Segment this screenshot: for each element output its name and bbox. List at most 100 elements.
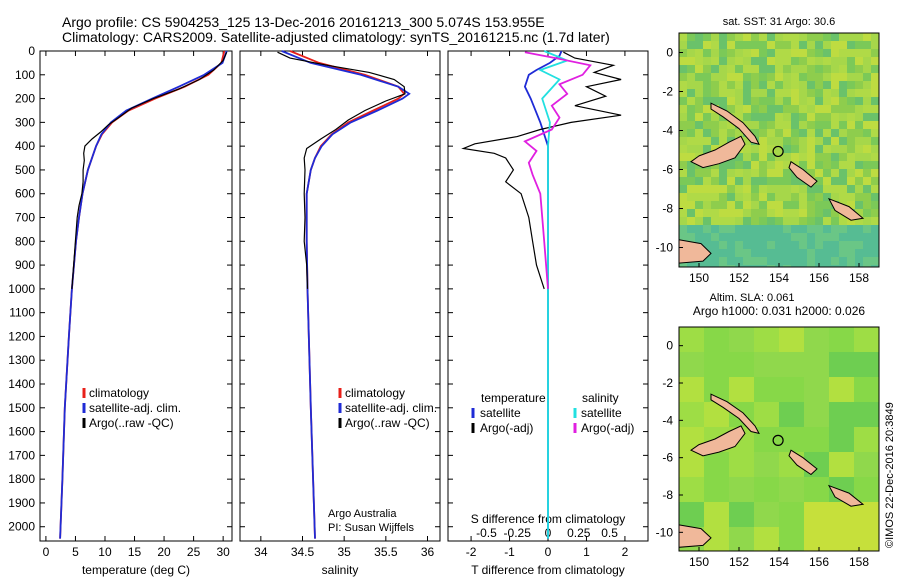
header-line-1: Argo profile: CS 5904253_125 13-Dec-2016… — [62, 14, 545, 30]
sst_map-cell — [767, 137, 775, 145]
sst_map-cell — [807, 121, 815, 129]
sst_map-cell — [679, 225, 687, 233]
sst_map-cell — [839, 233, 847, 241]
sla_map-cell — [729, 452, 754, 477]
sst_map-cell — [767, 129, 775, 137]
sst_map-cell — [759, 73, 767, 81]
sst_map-cell — [815, 153, 823, 161]
difference-xlabel: T difference from climatology — [471, 563, 625, 577]
sst_map-cell — [839, 73, 847, 81]
sst_map-cell — [743, 241, 751, 249]
sst_map-cell — [823, 265, 831, 267]
sst_map-cell — [791, 201, 799, 209]
sla_map-cell — [754, 327, 779, 352]
sst_map-cell — [735, 97, 743, 105]
sst_map-cell — [871, 161, 879, 169]
sst_map-cell — [775, 121, 783, 129]
sst_map-cell — [807, 265, 815, 267]
sst_map-cell — [775, 57, 783, 65]
sst_map-cell — [847, 217, 855, 225]
temperature-xtick-label: 15 — [128, 545, 142, 559]
sst_map-cell — [735, 201, 743, 209]
sst_map-cell — [815, 97, 823, 105]
sst_map-cell — [687, 225, 695, 233]
sst_map-cell — [735, 89, 743, 97]
sst_map-cell — [799, 217, 807, 225]
sst_map-cell — [703, 177, 711, 185]
sst_map-cell — [783, 97, 791, 105]
sst_map-cell — [831, 257, 839, 265]
sst_map-cell — [799, 81, 807, 89]
sst_map-cell — [703, 225, 711, 233]
difference-xtick-label: 2 — [622, 545, 629, 559]
sst_map-cell — [807, 249, 815, 257]
sst_map-cell — [831, 241, 839, 249]
sst_map-cell — [815, 49, 823, 57]
sst_map-cell — [807, 33, 815, 41]
sst_map-cell — [711, 209, 719, 217]
sst_map-cell — [831, 193, 839, 201]
sst_map-cell — [863, 177, 871, 185]
sst_map-cell — [703, 57, 711, 65]
sst_map-cell — [719, 241, 727, 249]
sst_map-cell — [783, 81, 791, 89]
sst_map-cell — [695, 129, 703, 137]
sla_map-cell — [829, 377, 854, 402]
sst_map-cell — [767, 57, 775, 65]
sst_map-cell — [807, 65, 815, 73]
salinity-xtick-label: 35 — [337, 545, 351, 559]
sst_map-cell — [807, 81, 815, 89]
sst_map-cell — [679, 209, 687, 217]
temperature-xtick-label: 20 — [157, 545, 171, 559]
sst_map-cell — [735, 177, 743, 185]
sst_map-cell — [799, 161, 807, 169]
sst_map-cell — [751, 145, 759, 153]
sst_map-cell — [751, 201, 759, 209]
sst_map-cell — [839, 145, 847, 153]
sst_map-cell — [743, 201, 751, 209]
sst_map-cell — [759, 233, 767, 241]
sst_map-cell — [687, 161, 695, 169]
sst_map-cell — [735, 129, 743, 137]
sst_map-cell — [839, 217, 847, 225]
sst_map-cell — [719, 97, 727, 105]
sst_map-cell — [727, 193, 735, 201]
sst_map-cell — [839, 41, 847, 49]
sst_map-cell — [687, 57, 695, 65]
sla_map-cell — [679, 477, 704, 502]
sst_map-cell — [783, 257, 791, 265]
sst_map-cell — [831, 249, 839, 257]
sla_map-ytick-label: -2 — [662, 376, 673, 390]
sst_map-cell — [807, 225, 815, 233]
sst_map-cell — [815, 185, 823, 193]
sst_map-cell — [759, 81, 767, 89]
sla_map-cell — [829, 402, 854, 427]
sst_map-cell — [823, 249, 831, 257]
sla_map-cell — [679, 352, 704, 377]
sst_map-cell — [775, 81, 783, 89]
sst_map-cell — [743, 113, 751, 121]
sst_map-cell — [687, 177, 695, 185]
sla_map-land — [827, 484, 865, 507]
panel-temperature: 0100200300400500600700800900100011001200… — [8, 44, 233, 577]
difference-series-cyan — [537, 50, 570, 539]
sst_map-cell — [863, 81, 871, 89]
sst_map-cell — [823, 57, 831, 65]
sst_map-ytick-label: -2 — [662, 85, 673, 99]
sst_map-cell — [711, 57, 719, 65]
sst_map-cell — [743, 41, 751, 49]
sst_map-cell — [695, 185, 703, 193]
sst_map-cell — [807, 41, 815, 49]
sst_map-cell — [855, 193, 863, 201]
sst_map-cell — [703, 97, 711, 105]
sst_map-cell — [711, 265, 719, 267]
sst_map-cell — [847, 121, 855, 129]
sla_map-cell — [804, 477, 829, 502]
sst_map-cell — [783, 105, 791, 113]
sst_map-cell — [783, 177, 791, 185]
sst_map-cell — [823, 257, 831, 265]
sla_map-cell — [704, 502, 729, 527]
sst_map-cell — [807, 185, 815, 193]
sst_map-cell — [679, 33, 687, 41]
sst_map-cell — [767, 169, 775, 177]
